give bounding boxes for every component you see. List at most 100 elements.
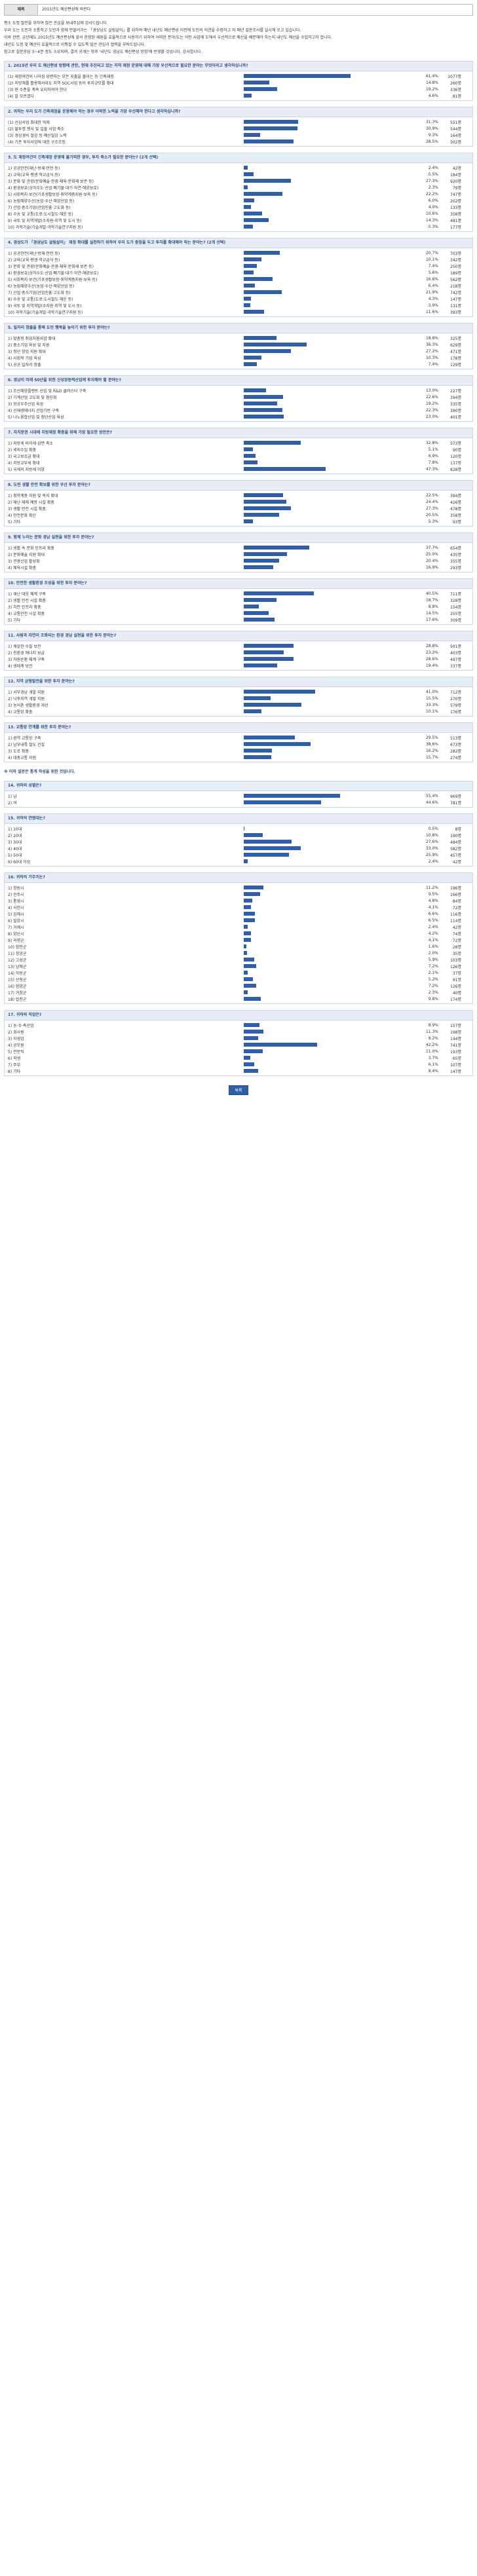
answer-label: 3) 농어촌 생활환경 개선 <box>8 703 48 708</box>
answer-row: (2) 불투명 행사 및 일몰 사업 축소 30.9% 544명 <box>8 125 469 132</box>
answer-count: 712명 <box>450 690 461 695</box>
list-button[interactable]: 목록 <box>229 1085 248 1095</box>
answer-row: 5) 김해시 6.6% 116명 <box>8 910 469 917</box>
answer-label: (1) 선심사업 최대한 억제 <box>8 120 50 125</box>
answer-bar-track <box>244 1056 417 1060</box>
answer-bar <box>244 140 294 143</box>
answer-label: 4) 교통안전 시설 확충 <box>8 611 45 616</box>
answer-percent: 7.4% <box>428 263 438 269</box>
answer-bar <box>244 990 248 994</box>
answer-label: 3) 국고보조금 확대 <box>8 454 40 459</box>
answer-label: 2) 중소기업 육성 및 지원 <box>8 343 50 348</box>
answer-count: 337명 <box>450 663 461 669</box>
answer-count: 579명 <box>450 703 461 708</box>
answer-bar <box>244 794 340 798</box>
answer-label: 2) 기계산업 고도화 및 첨단화 <box>8 395 57 400</box>
answer-list: 1) 재난 대응 체계 구축 40.5% 711명 2) 생활 안전 시설 확충 18.… <box>5 589 472 624</box>
answer-bar-track <box>244 1049 417 1053</box>
answer-row: 1) 농·수·축산업 8.9% 157명 <box>8 1022 469 1028</box>
answer-bar <box>244 179 292 183</box>
answer-percent: 3.7% <box>428 1055 438 1060</box>
answer-count: 79명 <box>452 185 461 191</box>
notice-text: ※ 이하 설문은 통계 작성을 위한 것입니다. <box>4 770 75 774</box>
answer-bar <box>244 736 296 739</box>
answer-row: 6) 60대 이상 2.4% 42명 <box>8 858 469 865</box>
answer-list: 1) 생활 속 문화 인프라 확충 37.7% 654명 2) 문화예술 지원 확대 2… <box>5 543 472 572</box>
question-title: 2. 귀하는 우리 도가 긴축재정을 운용해야 하는 경우 어떠한 노력을 가장… <box>5 107 472 117</box>
answer-bar-track <box>244 899 417 903</box>
answer-count: 544명 <box>450 126 461 132</box>
answer-row: 15) 산청군 5.2% 91명 <box>8 976 469 982</box>
answer-list: 1) 깨끗한 수질 보전 28.8% 501명 2) 친환경 에너지 보급 23.2% 4… <box>5 641 472 670</box>
answer-bar <box>244 755 271 759</box>
answer-bar-track <box>244 657 417 661</box>
answer-bar <box>244 1023 259 1027</box>
answer-bar <box>244 977 253 981</box>
answer-count: 144명 <box>450 1036 461 1041</box>
answer-count: 1077명 <box>448 74 461 79</box>
answer-bar <box>244 591 315 595</box>
answer-label: 3) 자영업 <box>8 1036 24 1041</box>
question-block: 12. 지역 균형발전을 위한 투자 분야는? 1) 서부경남 개발 지원 41.0… <box>4 677 473 717</box>
answer-label: 4) 사천시 <box>8 905 24 910</box>
answer-bar-track <box>244 356 417 360</box>
answer-bar <box>244 964 257 968</box>
answer-bar-track <box>244 218 417 222</box>
answer-percent: 5.3% <box>428 519 438 524</box>
answer-count: 358명 <box>450 212 461 217</box>
answer-label: 3) 통영시 <box>8 899 24 904</box>
answer-row: 2) 남부내륙 철도 건설 38.6% 673명 <box>8 741 469 747</box>
answer-count: 920명 <box>450 179 461 184</box>
answer-percent: 42.2% <box>425 1042 438 1047</box>
answer-label: 3) 청년 창업 지원 확대 <box>8 349 46 354</box>
answer-percent: 7.8% <box>428 460 438 465</box>
answer-bar <box>244 257 261 261</box>
answer-count: 227명 <box>450 388 461 394</box>
answer-count: 513명 <box>450 736 461 741</box>
answer-bar-track <box>244 696 417 700</box>
question-title: 16. 귀하의 거주지는? <box>5 873 472 883</box>
answer-list: 1) 10대 0.5% 8명 2) 20대 10.8% 190명 3) 30대 27.6% 48… <box>5 824 472 866</box>
answer-bar-track <box>244 703 417 707</box>
answer-percent: 11.2% <box>425 885 438 890</box>
answer-label: 6) 밀양시 <box>8 918 24 924</box>
answer-row: 7) 산업·중소기업(산업진흥·고도화 등) 4.0% 133명 <box>8 204 469 210</box>
answer-row: 13) 남해군 7.2% 126명 <box>8 963 469 969</box>
answer-bar <box>244 264 257 268</box>
answer-percent: 10.6% <box>425 211 438 216</box>
answer-bar <box>244 833 263 837</box>
answer-bar-track <box>244 303 417 307</box>
answer-row: 1) 맞춤형 취업지원사업 확대 18.8% 325명 <box>8 335 469 341</box>
answer-count: 355명 <box>450 559 461 564</box>
answer-count: 129명 <box>450 362 461 367</box>
question-title: 14. 귀하의 성별은? <box>5 781 472 791</box>
answer-bar <box>244 696 271 700</box>
answer-bar <box>244 388 267 392</box>
answer-bar-track <box>244 251 417 255</box>
answer-label: 1) 서부경남 개발 지원 <box>8 690 45 695</box>
answer-list: 1) 취약계층 지원 및 복지 확대 22.5% 394명 2) 재난·재해 예방 시… <box>5 491 472 526</box>
answer-bar <box>244 277 273 281</box>
answer-percent: 17.6% <box>425 617 438 622</box>
answer-percent: 32.8% <box>425 440 438 445</box>
answer-bar-track <box>244 552 417 556</box>
answer-bar <box>244 951 248 955</box>
answer-row: 2) 재난·재해 예방 시설 확충 24.4% 426명 <box>8 498 469 505</box>
answer-bar-track <box>244 349 417 353</box>
answer-percent: 18.8% <box>425 335 438 341</box>
answer-percent: 33.3% <box>425 702 438 707</box>
answer-bar <box>244 690 315 694</box>
answer-percent: 21.9% <box>425 289 438 295</box>
answer-count: 582명 <box>450 846 461 851</box>
answer-bar <box>244 912 256 916</box>
answer-label: 5) 국세의 지방세 이양 <box>8 467 45 472</box>
answer-count: 497명 <box>450 657 461 662</box>
answer-count: 471명 <box>450 349 461 354</box>
answer-label: 8) 수송 및 교통(도로·도시철도·해운 등) <box>8 297 73 302</box>
answer-bar <box>244 290 282 294</box>
answer-label: 12) 고성군 <box>8 958 27 963</box>
answer-bar <box>244 1056 250 1060</box>
answer-count: 478명 <box>450 506 461 512</box>
answer-percent: 10.1% <box>425 709 438 714</box>
answer-label: 4) 환경보호(상하수도·산업·폐기물·대기·자연·해양보호) <box>8 185 99 191</box>
